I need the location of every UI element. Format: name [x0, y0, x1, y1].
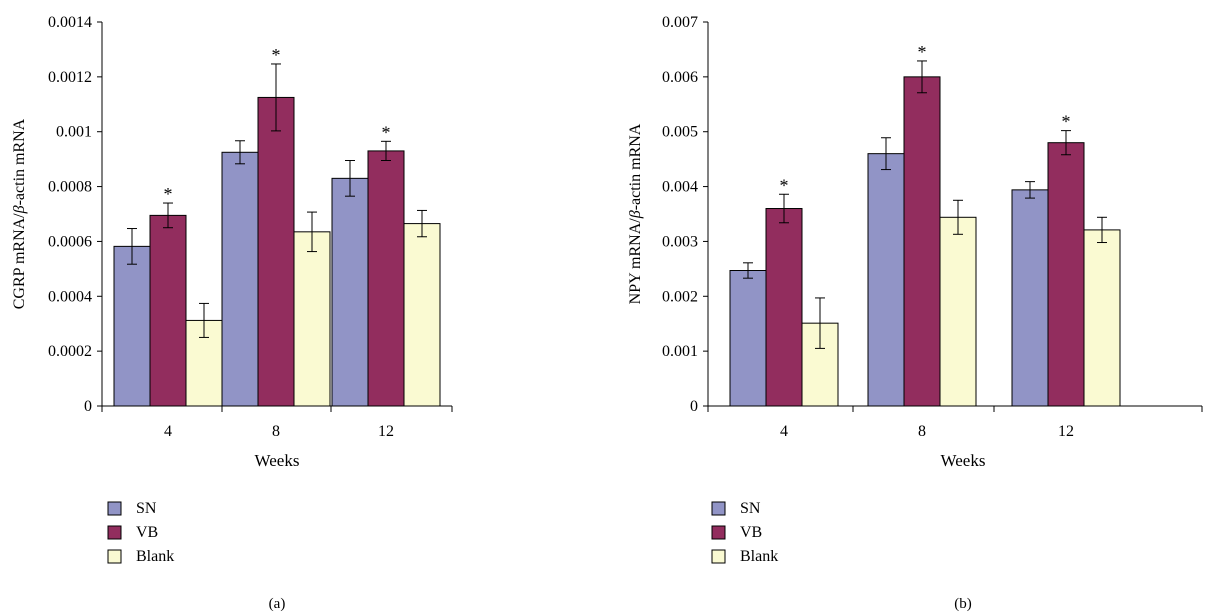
x-tick-label: 12 — [1058, 423, 1074, 440]
error-bar — [127, 228, 137, 265]
bar-vb — [257, 96, 295, 407]
bar-vb — [149, 214, 187, 407]
bar-sn — [221, 151, 259, 407]
error-bar — [953, 199, 963, 235]
legend-swatch-sn — [711, 501, 726, 516]
legend-label-vb: VB — [136, 524, 158, 541]
error-bar — [235, 140, 245, 165]
error-bar — [917, 60, 927, 94]
panel-label: (b) — [954, 596, 972, 612]
legend-swatch-blank — [107, 549, 122, 564]
y-tick-label: 0.0002 — [48, 343, 92, 360]
y-axis-label: CGRP mRNA/β-actin mRNA — [11, 118, 28, 309]
bar-sn — [729, 270, 767, 407]
error-bar — [417, 209, 427, 238]
significance-marker: * — [382, 122, 391, 142]
y-tick-label: 0.001 — [662, 343, 698, 360]
bar-blank — [1083, 229, 1121, 407]
error-bar — [1061, 130, 1071, 156]
panel-label: (a) — [269, 596, 286, 612]
error-bar — [815, 297, 825, 349]
significance-marker: * — [272, 45, 281, 65]
y-tick-label: 0.0012 — [48, 69, 92, 86]
legend-label-vb: VB — [740, 524, 762, 541]
error-bar — [1025, 181, 1035, 199]
legend: SN VB Blank — [711, 500, 778, 565]
error-bar — [163, 202, 173, 229]
y-tick-label: 0.007 — [662, 14, 698, 31]
legend-swatch-sn — [107, 501, 122, 516]
y-tick-label: 0.002 — [662, 288, 698, 305]
x-tick-label: 8 — [918, 423, 926, 440]
x-tick-label: 4 — [164, 423, 172, 440]
bar-vb — [903, 76, 941, 407]
legend-swatch-vb — [107, 525, 122, 540]
error-bar — [345, 160, 355, 197]
bar-blank — [293, 231, 331, 407]
legend-label-sn: SN — [740, 500, 761, 517]
significance-marker: * — [918, 42, 927, 62]
x-axis-label: Weeks — [941, 451, 986, 470]
y-axis-label: NPY mRNA/β-actin mRNA — [627, 123, 644, 304]
legend-label-blank: Blank — [740, 548, 778, 565]
error-bar — [1097, 216, 1107, 244]
y-tick-label: 0.006 — [662, 69, 698, 86]
legend: SN VB Blank — [107, 500, 174, 565]
x-tick-label: 4 — [780, 423, 788, 440]
y-tick-label: 0.001 — [56, 124, 92, 141]
y-tick-label: 0.005 — [662, 124, 698, 141]
error-bar — [307, 211, 317, 253]
significance-marker: * — [1062, 112, 1071, 132]
legend-swatch-blank — [711, 549, 726, 564]
bar-sn — [113, 245, 151, 407]
bar-sn — [1011, 189, 1049, 407]
y-tick-label: 0.0014 — [48, 14, 92, 31]
y-tick-label: 0.003 — [662, 233, 698, 250]
y-tick-label: 0.004 — [662, 179, 698, 196]
x-tick-label: 8 — [272, 423, 280, 440]
legend-label-blank: Blank — [136, 548, 174, 565]
error-bar — [779, 193, 789, 224]
chart-panel-b: 0 0.001 0.002 0.003 0.004 0.005 0.006 0.007 4 8 12… — [627, 14, 1203, 612]
error-bar — [881, 137, 891, 171]
bar-vb — [367, 150, 405, 407]
bar-vb — [765, 208, 803, 407]
y-tick-label: 0 — [84, 398, 92, 415]
bar-blank — [403, 223, 441, 407]
bar-sn — [867, 153, 905, 407]
error-bar — [271, 63, 281, 132]
error-bar — [743, 262, 753, 279]
y-tick-label: 0.0006 — [48, 233, 92, 250]
x-tick-label: 12 — [378, 423, 394, 440]
significance-marker: * — [164, 184, 173, 204]
error-bar — [199, 302, 209, 338]
x-axis-label: Weeks — [255, 451, 300, 470]
y-tick-label: 0.0008 — [48, 179, 92, 196]
error-bar — [381, 140, 391, 162]
y-tick-label: 0.0004 — [48, 288, 92, 305]
legend-swatch-vb — [711, 525, 726, 540]
bar-blank — [939, 216, 977, 407]
y-tick-label: 0 — [690, 398, 698, 415]
chart-panel-a: 0 0.0002 0.0004 0.0006 0.0008 0.001 0.0012 0.00… — [11, 14, 453, 612]
significance-marker: * — [780, 175, 789, 195]
bar-vb — [1047, 142, 1085, 407]
legend-label-sn: SN — [136, 500, 157, 517]
bar-sn — [331, 177, 369, 407]
